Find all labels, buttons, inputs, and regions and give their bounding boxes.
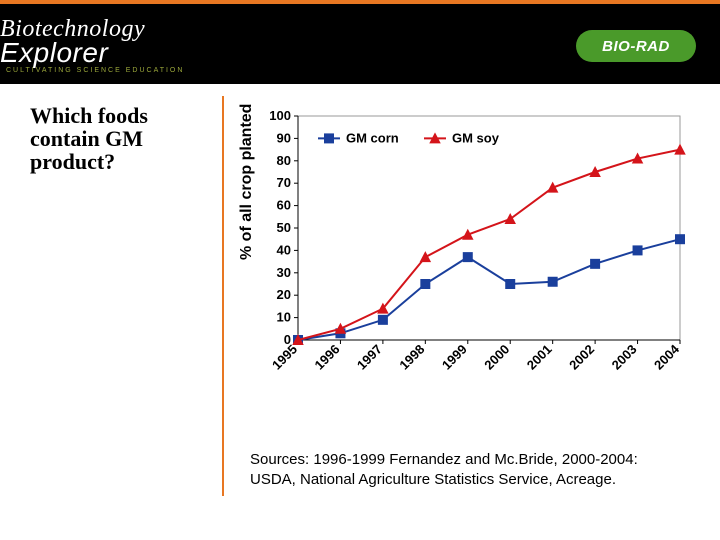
svg-text:GM corn: GM corn <box>346 130 399 145</box>
svg-text:1995: 1995 <box>269 342 300 373</box>
logo-line2: Explorer <box>0 37 184 69</box>
header-black-band: Biotechnology Explorer CULTIVATING SCIEN… <box>0 4 720 84</box>
svg-text:GM soy: GM soy <box>452 130 500 145</box>
svg-text:20: 20 <box>277 287 291 302</box>
logo-biotech-explorer: Biotechnology Explorer CULTIVATING SCIEN… <box>0 16 184 74</box>
svg-text:2001: 2001 <box>524 342 555 373</box>
svg-text:1996: 1996 <box>312 342 343 373</box>
biorad-logo: BIO-RAD <box>576 30 696 62</box>
svg-text:2002: 2002 <box>566 342 597 373</box>
biorad-text: BIO-RAD <box>602 38 670 55</box>
svg-text:40: 40 <box>277 242 291 257</box>
chart-container: 0102030405060708090100199519961997199819… <box>250 108 690 398</box>
svg-text:2000: 2000 <box>481 342 512 373</box>
slide: Biotechnology Explorer CULTIVATING SCIEN… <box>0 0 720 540</box>
svg-text:50: 50 <box>277 220 291 235</box>
sources-text: Sources: 1996-1999 Fernandez and Mc.Brid… <box>250 450 680 489</box>
vertical-rule <box>222 96 224 496</box>
svg-text:1997: 1997 <box>354 342 385 373</box>
chart-svg: 0102030405060708090100199519961997199819… <box>250 108 690 398</box>
svg-text:1998: 1998 <box>396 342 427 373</box>
svg-text:30: 30 <box>277 265 291 280</box>
svg-text:90: 90 <box>277 130 291 145</box>
svg-text:70: 70 <box>277 175 291 190</box>
svg-text:60: 60 <box>277 198 291 213</box>
svg-text:10: 10 <box>277 310 291 325</box>
svg-text:2004: 2004 <box>651 341 683 373</box>
logo-subtitle: CULTIVATING SCIENCE EDUCATION <box>6 67 184 74</box>
slide-title: Which foods contain GM product? <box>30 104 210 173</box>
svg-text:100: 100 <box>269 108 291 123</box>
slide-title-area: Which foods contain GM product? <box>30 104 210 173</box>
svg-text:2003: 2003 <box>609 342 640 373</box>
svg-text:1999: 1999 <box>439 342 470 373</box>
svg-text:80: 80 <box>277 153 291 168</box>
